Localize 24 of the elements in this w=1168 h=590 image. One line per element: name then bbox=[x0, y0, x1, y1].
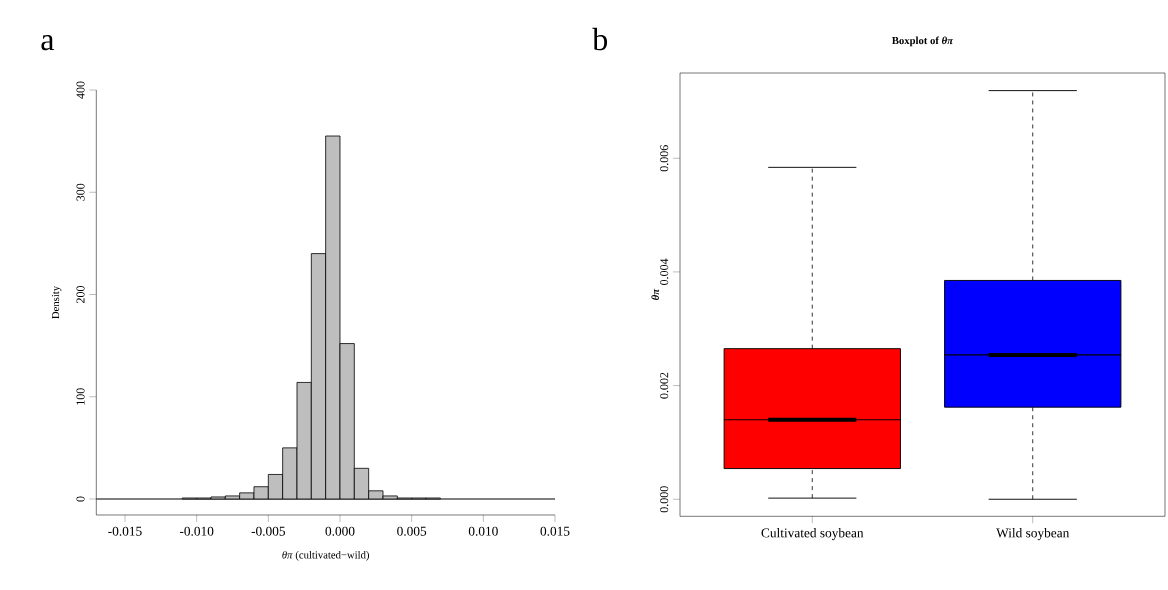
y-tick-label: 300 bbox=[76, 183, 85, 201]
x-tick-label: 0.005 bbox=[397, 526, 427, 536]
text: a bbox=[41, 34, 55, 51]
y-tick-label: 0.006 bbox=[660, 145, 669, 172]
x-tick-label: 0.000 bbox=[325, 526, 355, 536]
x-tick-label: -0.005 bbox=[251, 526, 286, 536]
chart-title: Boxplot of θπ bbox=[891, 36, 954, 47]
x-tick-label: Cultivated soybean bbox=[761, 528, 864, 541]
y-tick-label: 100 bbox=[76, 388, 85, 405]
x-tick-label: Wild soybean bbox=[996, 528, 1070, 541]
y-tick-label: 0.004 bbox=[660, 258, 669, 285]
y-tick-label: 0.002 bbox=[660, 372, 669, 399]
text: b bbox=[592, 27, 608, 51]
y-axis-title: Density bbox=[51, 285, 62, 319]
y-tick-label: 0 bbox=[76, 496, 85, 502]
x-axis-title: θπ (cultivated−wild) bbox=[282, 550, 369, 561]
x-tick-label: 0.010 bbox=[468, 526, 498, 536]
x-tick-label: -0.015 bbox=[108, 526, 142, 536]
y-tick-label: 0.000 bbox=[660, 486, 669, 513]
y-tick-label: 200 bbox=[76, 285, 85, 303]
y-tick-label: 400 bbox=[76, 81, 85, 99]
x-tick-label: 0.015 bbox=[540, 526, 570, 536]
x-tick-label: -0.010 bbox=[179, 526, 214, 536]
y-axis-title: θπ bbox=[651, 288, 659, 300]
